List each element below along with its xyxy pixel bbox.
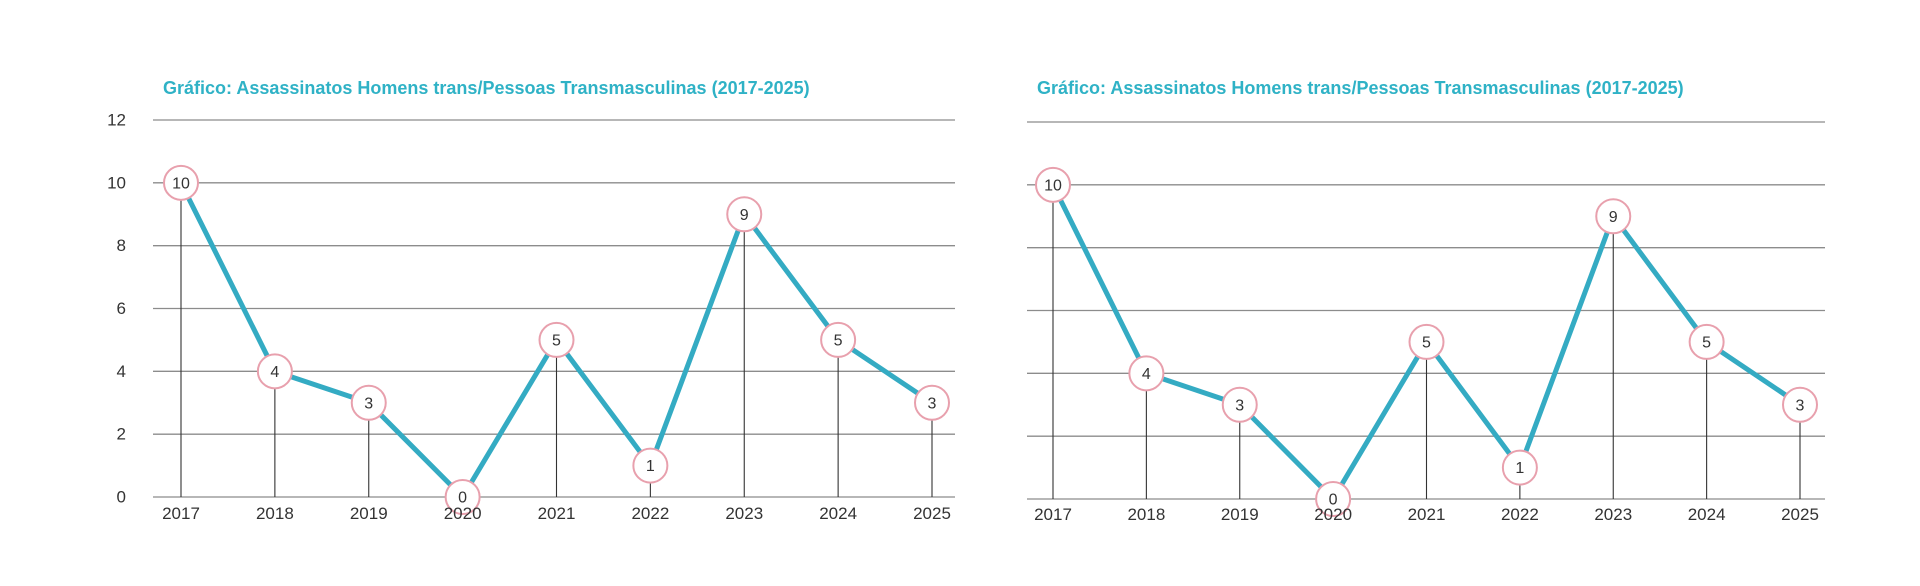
x-tick-label: 2023 [725,504,763,523]
data-label: 4 [270,364,279,381]
data-label: 3 [928,395,937,412]
line-chart: 0 2 4 6 8 10 12 10 4 3 0 5 1 9 5 3 2017 2018 2019 2020 2021 2… [107,111,955,523]
x-tick-label: 2019 [350,504,388,523]
data-point [444,479,481,515]
data-label: 9 [740,207,749,224]
data-point [1315,481,1352,517]
y-tick-label: 6 [117,299,126,318]
line-chart: 10 4 3 0 5 1 9 5 3 2017 2018 2019 2020 2021 2022 2023 20… [1027,121,1825,524]
data-point [1221,386,1258,423]
data-point [256,353,293,390]
data-label: 10 [172,175,190,192]
x-tick-label: 2022 [631,504,669,523]
data-label: 5 [1422,334,1431,351]
data-label: 3 [1796,397,1805,414]
x-tick-label: 2025 [1781,505,1819,524]
x-tick-label: 2017 [1034,505,1072,524]
y-tick-label: 8 [117,236,126,255]
x-tick-label: 2021 [538,504,576,523]
data-label: 3 [1235,397,1244,414]
data-label: 10 [1044,177,1062,194]
x-tick-label: 2018 [256,504,294,523]
x-tick-label: 2022 [1501,505,1539,524]
data-label: 4 [1142,366,1151,383]
data-point [820,321,857,358]
x-tick-label: 2020 [1314,505,1352,524]
data-point [1501,449,1538,486]
y-tick-label: 10 [107,173,126,192]
data-point [632,447,669,484]
data-label: 5 [1702,334,1711,351]
y-tick-label: 0 [117,488,126,507]
chart-panel-left: Gráfico: Assassinatos Homens trans/Pesso… [107,78,955,523]
x-tick-label: 2025 [913,504,951,523]
data-point [350,384,387,421]
x-tick-label: 2023 [1594,505,1632,524]
data-point [1128,355,1165,392]
data-label: 0 [458,490,467,507]
y-tick-label: 4 [117,362,126,381]
x-tick-label: 2017 [162,504,200,523]
x-tick-label: 2019 [1221,505,1259,524]
data-point [1035,166,1071,203]
y-tick-label: 12 [107,111,126,130]
chart-panel-right: Gráfico: Assassinatos Homens trans/Pesso… [960,0,1920,586]
data-point [1595,198,1632,235]
data-label: 5 [552,332,561,349]
data-point [538,321,575,358]
x-tick-label: 2024 [819,504,857,523]
data-label: 1 [646,458,655,475]
data-point [1408,323,1445,360]
chart-title: Gráfico: Assassinatos Homens trans/Pesso… [163,78,810,98]
data-label: 9 [1609,209,1618,226]
data-point [163,164,199,201]
data-point [1782,386,1818,423]
data-point [914,384,950,421]
chart-title: Gráfico: Assassinatos Homens trans/Pesso… [1037,78,1684,98]
data-point [726,196,763,233]
x-tick-label: 2024 [1688,505,1726,524]
data-label: 5 [834,332,843,349]
gridlines [153,119,955,498]
y-tick-label: 2 [117,425,126,444]
data-label: 0 [1329,492,1338,509]
data-label: 1 [1515,460,1524,477]
x-tick-label: 2018 [1127,505,1165,524]
x-tick-label: 2020 [444,504,482,523]
data-label: 3 [364,395,373,412]
x-tick-label: 2021 [1408,505,1446,524]
data-point [1688,323,1725,360]
